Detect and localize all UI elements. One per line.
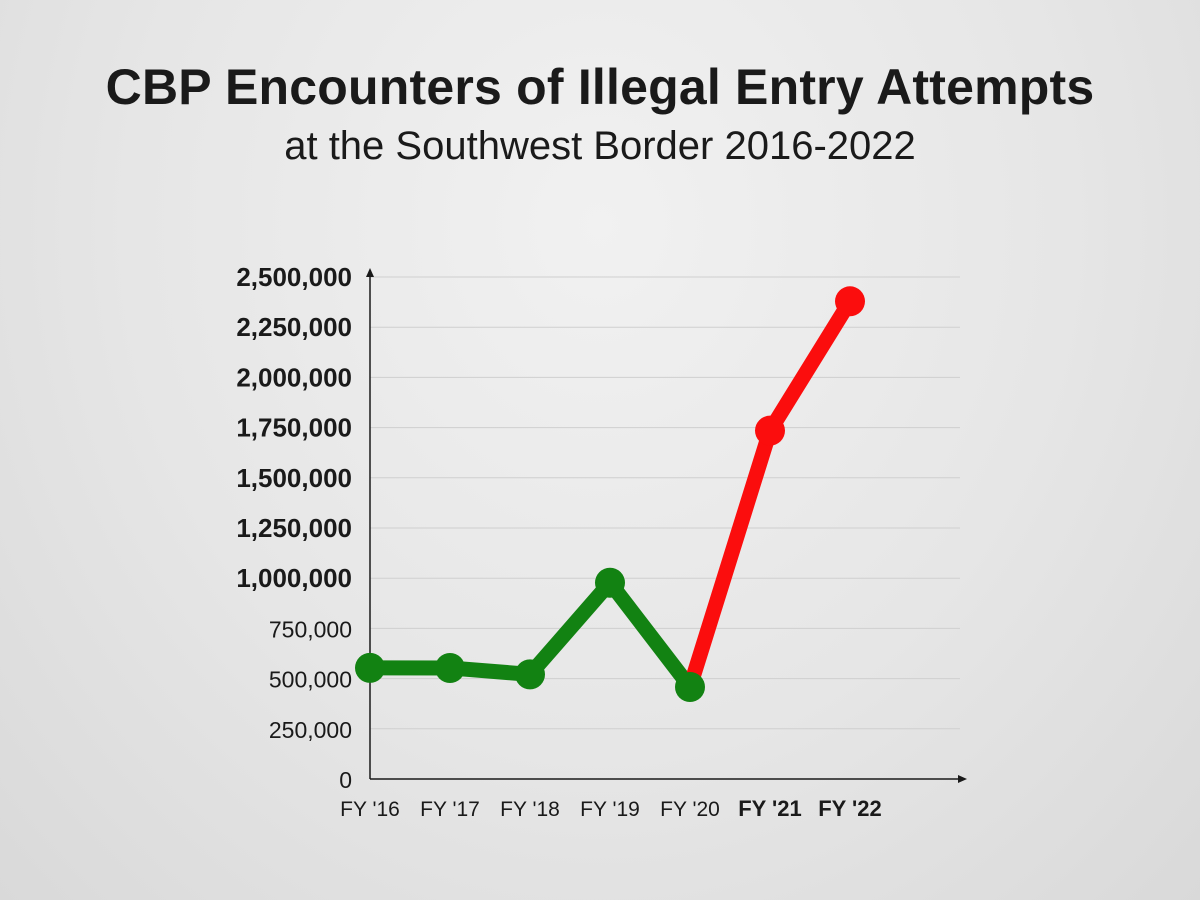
x-tick-label: FY '16 — [340, 798, 400, 821]
axes — [366, 268, 967, 783]
y-tick-label: 2,500,000 — [236, 262, 352, 292]
x-tick-label: FY '21 — [738, 796, 802, 821]
gridlines — [370, 276, 960, 730]
y-tick-label: 0 — [339, 767, 352, 793]
line-segment — [762, 293, 858, 439]
y-tick-label: 2,250,000 — [236, 312, 352, 342]
y-tick-label: 1,500,000 — [236, 463, 352, 493]
x-tick-labels: FY '16 FY '17 FY '18 FY '19 FY '20 FY '21 FY '… — [340, 796, 882, 821]
y-tick-label: 250,000 — [269, 717, 352, 743]
data-point — [435, 652, 465, 683]
line-segment — [522, 575, 618, 682]
y-tick-label: 2,000,000 — [236, 362, 352, 392]
x-tick-label: FY '18 — [500, 798, 560, 821]
y-tick-labels: 0 250,000 500,000 750,000 1,000,000 1,250,000… — [236, 262, 352, 793]
x-axis-arrow — [958, 775, 967, 783]
line-segment — [682, 423, 778, 695]
line-segment — [602, 575, 698, 695]
y-tick-label: 1,000,000 — [236, 563, 352, 593]
data-point — [515, 659, 545, 690]
chart-title: CBP Encounters of Illegal Entry Attempts — [105, 59, 1095, 115]
chart-subtitle: at the Southwest Border 2016-2022 — [284, 124, 916, 168]
x-tick-label: FY '20 — [660, 798, 720, 821]
data-point — [675, 672, 705, 703]
y-tick-label: 500,000 — [269, 667, 352, 693]
data-point — [755, 415, 785, 446]
data-point — [355, 652, 385, 683]
y-tick-label: 1,750,000 — [236, 413, 352, 443]
x-tick-label: FY '19 — [580, 798, 640, 821]
y-tick-label: 1,250,000 — [236, 513, 352, 543]
data-points — [355, 286, 865, 703]
y-axis-arrow — [366, 268, 374, 277]
x-tick-label: FY '17 — [420, 798, 480, 821]
data-point — [595, 567, 625, 598]
x-tick-label: FY '22 — [818, 796, 882, 821]
series-line — [362, 293, 858, 695]
data-point — [835, 286, 865, 317]
y-tick-label: 750,000 — [269, 616, 352, 642]
